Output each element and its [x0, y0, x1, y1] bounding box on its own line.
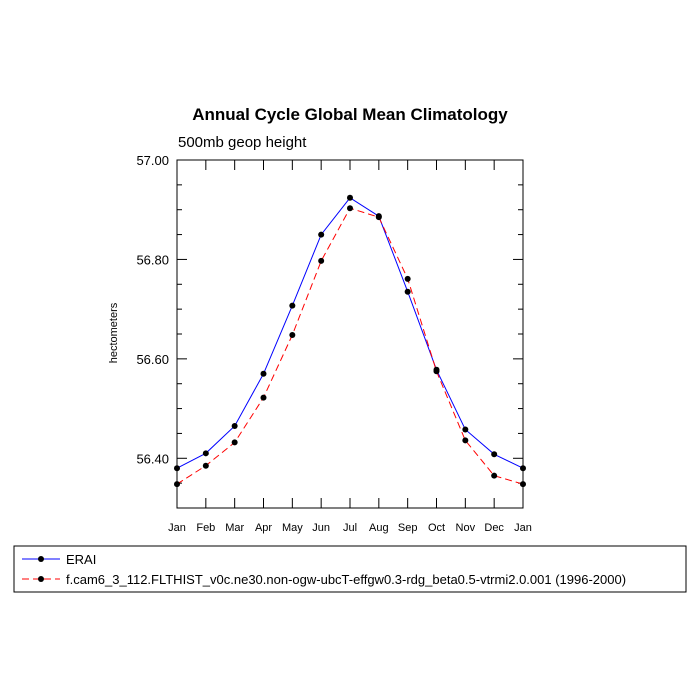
series-line-1: [176, 197, 524, 469]
y-tick-label: 56.80: [136, 252, 169, 267]
x-tick-label: Jan: [168, 522, 186, 534]
series-2-point: [260, 394, 267, 401]
series-1-point: [520, 465, 526, 472]
series-layer: [174, 194, 526, 488]
legend: ERAI f.cam6_3_112.FLTHIST_v0c.ne30.non-og…: [13, 545, 687, 593]
chart-title: Annual Cycle Global Mean Climatology: [192, 105, 508, 124]
series-1-point: [289, 302, 296, 309]
x-tick-label: Mar: [225, 522, 244, 534]
series-2-point: [375, 214, 382, 221]
series-2-point: [318, 257, 325, 264]
x-tick-label: Apr: [255, 522, 272, 534]
x-tick-label: Jun: [312, 522, 330, 534]
series-1-point: [202, 450, 209, 457]
legend-marker-2: [38, 576, 44, 582]
series-1-point: [231, 422, 238, 429]
series-2-point: [174, 481, 180, 488]
x-tick-label: Jul: [343, 522, 357, 534]
series-2-point: [520, 481, 526, 488]
y-tick-label: 57.00: [136, 153, 169, 168]
legend-box: [13, 545, 687, 593]
y-axis: 56.40 56.60 56.80 57.00: [136, 153, 523, 509]
x-tick-label: May: [282, 522, 303, 534]
series-1-point: [260, 370, 267, 377]
series-2-point: [231, 439, 238, 446]
x-tick-label: Aug: [369, 522, 389, 534]
plot-frame: [176, 159, 524, 509]
series-2-point: [462, 437, 469, 444]
legend-marker-1: [38, 556, 44, 562]
x-tick-label: Dec: [484, 522, 504, 534]
series-2-point: [289, 331, 296, 338]
series-1-point: [404, 288, 411, 295]
x-tick-label: Oct: [428, 522, 445, 534]
x-axis: Jan Feb Mar Apr May Jun Jul Aug Sep Oct Nov Dec Jan: [168, 160, 532, 534]
y-axis-label: hectometers: [108, 302, 120, 363]
x-tick-label: Feb: [196, 522, 215, 534]
series-1-point: [174, 465, 180, 472]
y-tick-label: 56.40: [136, 451, 169, 466]
x-tick-label: Jan: [514, 522, 532, 534]
legend-label-1: ERAI: [66, 552, 96, 567]
x-tick-label: Sep: [398, 522, 418, 534]
series-1-point: [491, 451, 498, 458]
series-2-point: [347, 205, 353, 212]
series-1-point: [462, 426, 469, 433]
x-tick-label: Nov: [456, 522, 476, 534]
series-2-point: [491, 472, 498, 479]
series-2-point: [433, 368, 440, 375]
y-tick-label: 56.60: [136, 352, 169, 367]
legend-label-2: f.cam6_3_112.FLTHIST_v0c.ne30.non-ogw-ub…: [66, 572, 626, 587]
series-1-point: [318, 231, 325, 238]
series-2-point: [202, 462, 209, 469]
series-1-point: [347, 194, 353, 201]
series-2-point: [404, 275, 411, 282]
series-line-2: [176, 207, 524, 485]
chart-subtitle: 500mb geop height: [178, 134, 307, 151]
